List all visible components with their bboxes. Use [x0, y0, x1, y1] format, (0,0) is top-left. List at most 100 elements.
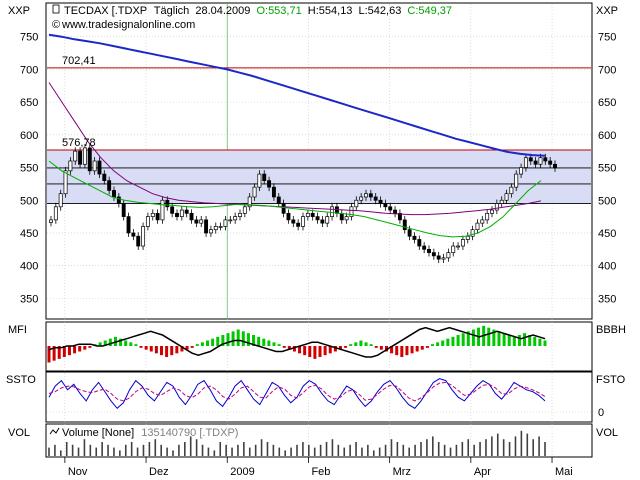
moving-average-line	[48, 33, 546, 157]
mfi-bar	[359, 340, 363, 346]
horizontal-bands	[47, 150, 591, 204]
mfi-label-right: BBBH	[596, 324, 626, 336]
candle-body	[204, 219, 209, 234]
candle-body	[262, 173, 267, 181]
candle-body	[223, 219, 228, 227]
volume-bar	[443, 444, 446, 456]
mfi-bar	[528, 335, 532, 346]
volume-bar	[325, 442, 328, 456]
level-annotation-mid: 576,78	[62, 137, 96, 149]
candle-body	[131, 232, 136, 237]
candle-body	[470, 229, 475, 237]
candle-body	[126, 216, 131, 234]
candle-body	[199, 219, 204, 224]
mfi-bar	[257, 336, 261, 346]
stochastic-slow-line	[48, 381, 546, 402]
mfi-bar	[507, 335, 511, 346]
volume-bar	[290, 447, 292, 456]
candle-body	[359, 196, 364, 201]
y-tick-label-left: 750	[20, 32, 38, 44]
mfi-bar	[512, 336, 516, 346]
candle-body	[276, 196, 281, 204]
header-high: H:554,13	[308, 5, 353, 17]
candle-body	[480, 219, 485, 224]
volume-bar	[272, 444, 275, 456]
mfi-bar	[287, 346, 291, 350]
volume-bar	[107, 444, 109, 456]
candle-body	[460, 239, 465, 247]
header-symbol: TECDAX [.TDXP	[64, 5, 147, 17]
candle-body	[364, 193, 368, 198]
candle-body	[179, 209, 184, 217]
volume-legend: Volume [None] 135140790 [.TDXP)	[62, 427, 238, 439]
mfi-bar	[119, 338, 123, 346]
volume-bar	[278, 447, 281, 456]
volume-bar	[479, 442, 481, 456]
candle-body	[349, 206, 354, 217]
volume-bar	[148, 442, 151, 456]
candle-body	[160, 199, 165, 221]
mfi-bar	[349, 344, 353, 346]
grid-lines	[47, 4, 591, 457]
candle-body	[504, 193, 509, 201]
mfi-bar	[344, 346, 348, 348]
y-tick-label-right: 550	[598, 163, 616, 175]
candle-body	[92, 160, 97, 172]
volume-bar	[378, 447, 381, 456]
mfi-bar	[533, 336, 537, 346]
candle-body	[422, 245, 427, 250]
mfi-bar	[420, 346, 424, 350]
volume-bar	[337, 444, 340, 456]
mfi-bar	[446, 338, 450, 346]
candle-body	[301, 216, 305, 227]
candle-body	[112, 190, 116, 198]
mfi-bar	[124, 340, 128, 346]
header-source: www.tradesignalonline.com	[61, 19, 195, 31]
candle-body	[68, 160, 73, 172]
mfi-bar	[415, 346, 419, 352]
volume-bar	[207, 447, 210, 456]
candle-body	[412, 235, 417, 240]
candle-body	[175, 212, 179, 217]
volume-bar	[396, 442, 399, 456]
volume-bar	[237, 444, 239, 456]
y-tick-labels: 350 350 400 400 450 450 500 500 550 550 600 600 650 6…	[20, 32, 616, 306]
candle-body	[150, 212, 155, 217]
y-tick-label-left: 700	[20, 64, 38, 76]
candle-body	[451, 245, 456, 253]
x-tick-label: Apr	[474, 466, 491, 478]
volume-bar	[355, 442, 357, 456]
mfi-bar	[165, 346, 169, 357]
mfi-bar	[67, 346, 71, 356]
mfi-bar	[272, 342, 276, 346]
volume-bar	[243, 442, 245, 456]
y-tick-label-right: 450	[598, 228, 616, 240]
candle-body	[320, 219, 325, 224]
candle-body	[213, 226, 218, 231]
x-tick-label: Mai	[555, 466, 573, 478]
candle-body	[102, 173, 107, 181]
volume-bar	[254, 444, 257, 456]
mfi-bar	[282, 346, 286, 348]
volume-bar	[60, 450, 62, 456]
volume-value-label: 135140790 [.TDXP)	[141, 427, 238, 439]
candle-body	[373, 196, 378, 201]
candle-body	[344, 216, 349, 221]
mfi-bar	[78, 346, 82, 352]
y-tick-label-right: 400	[598, 261, 616, 273]
price-axis-label-left: XXP	[8, 5, 30, 17]
mfi-bar	[73, 346, 77, 354]
mfi-bar	[211, 338, 215, 346]
mfi-bar	[154, 346, 158, 354]
stochastic-tick-label: 0	[598, 407, 604, 419]
volume-bar	[266, 442, 269, 456]
volume-bar	[455, 444, 458, 456]
y-tick-label-left: 550	[20, 163, 38, 175]
moving-averages	[48, 33, 546, 238]
mfi-bar	[328, 346, 332, 354]
moving-average-line	[48, 160, 542, 238]
candle-body	[446, 252, 451, 259]
volume-bar	[160, 444, 162, 456]
mfi-bar	[108, 338, 112, 346]
mfi-bar	[333, 346, 337, 352]
